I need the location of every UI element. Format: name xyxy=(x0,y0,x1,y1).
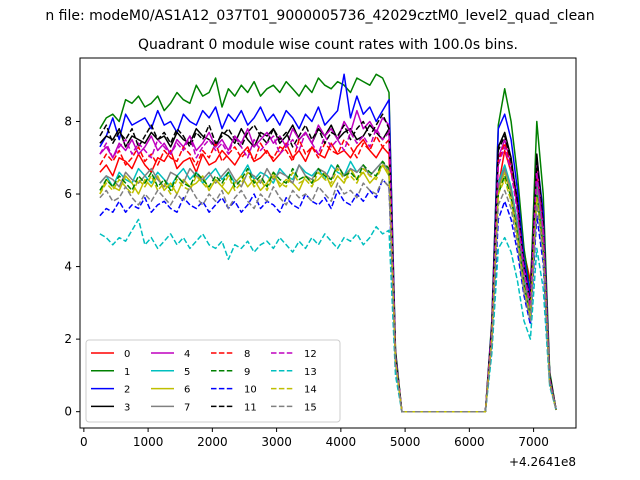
x-tick-label: 5000 xyxy=(390,435,421,449)
series-line-15 xyxy=(99,178,557,413)
chart-title: Quadrant 0 module wise count rates with … xyxy=(138,37,518,53)
x-tick-label: 6000 xyxy=(454,435,485,449)
legend-label-12: 12 xyxy=(304,349,317,360)
y-tick-label: 8 xyxy=(64,114,72,128)
legend-label-3: 3 xyxy=(124,402,130,413)
x-tick-label: 7000 xyxy=(518,435,549,449)
legend-label-13: 13 xyxy=(304,367,317,378)
legend-box xyxy=(85,339,341,423)
x-tick-label: 0 xyxy=(80,435,88,449)
legend-label-4: 4 xyxy=(184,349,190,360)
x-axis: 0 1000 2000 3000 4000 5000 6000 7000 xyxy=(80,428,549,449)
y-tick-label: 6 xyxy=(64,187,72,201)
legend-label-7: 7 xyxy=(184,402,190,413)
legend-label-1: 1 xyxy=(124,367,130,378)
legend-label-15: 15 xyxy=(304,402,317,413)
legend-label-9: 9 xyxy=(244,367,250,378)
plot-area xyxy=(99,73,557,413)
legend-label-2: 2 xyxy=(124,385,130,396)
legend-label-0: 0 xyxy=(124,349,130,360)
y-tick-label: 0 xyxy=(64,405,72,419)
legend-label-5: 5 xyxy=(184,367,190,378)
y-tick-label: 4 xyxy=(64,260,72,274)
figure-suptitle: n file: modeM0/AS1A12_037T01_9000005736_… xyxy=(45,8,594,24)
axes-frame xyxy=(79,57,577,429)
y-tick-label: 2 xyxy=(64,332,72,346)
x-tick-label: 2000 xyxy=(197,435,228,449)
legend-label-14: 14 xyxy=(304,385,317,396)
x-axis-offset-label: +4.2641e8 xyxy=(509,455,576,469)
series-line-14 xyxy=(99,164,557,413)
x-tick-label: 3000 xyxy=(261,435,292,449)
legend-label-10: 10 xyxy=(244,385,257,396)
x-tick-label: 4000 xyxy=(326,435,357,449)
x-tick-label: 1000 xyxy=(133,435,164,449)
legend-label-6: 6 xyxy=(184,385,190,396)
y-axis: 0 2 4 6 8 xyxy=(64,114,80,419)
legend-label-11: 11 xyxy=(244,402,257,413)
legend-label-8: 8 xyxy=(244,349,250,360)
